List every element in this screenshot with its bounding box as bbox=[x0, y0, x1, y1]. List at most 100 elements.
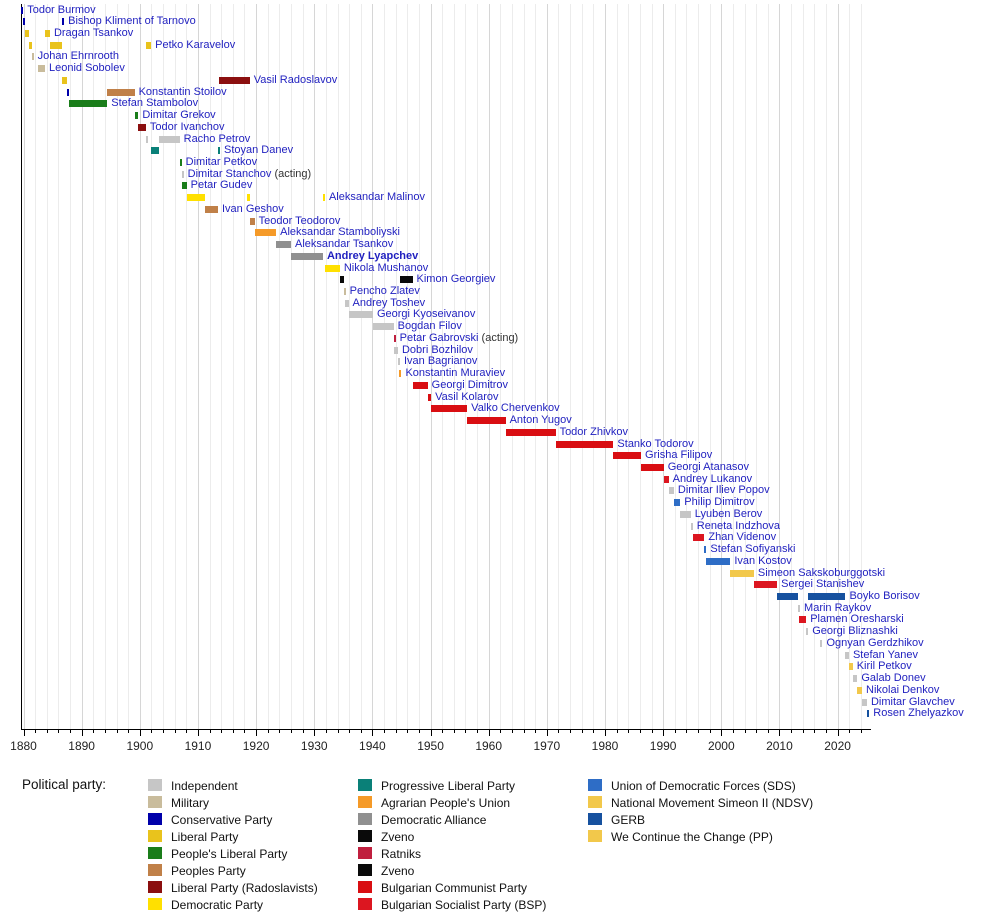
legend-label: Ratniks bbox=[381, 847, 422, 861]
gridline bbox=[767, 4, 769, 729]
axis-tick bbox=[430, 730, 432, 736]
pm-name-label[interactable]: Dobri Bozhilov bbox=[401, 343, 473, 356]
gridline bbox=[779, 4, 781, 729]
timeline-bar bbox=[31, 53, 34, 61]
pm-name-label[interactable]: Simeon Sakskoburggotski bbox=[757, 566, 886, 579]
pm-name-label[interactable]: Teodor Teodorov bbox=[258, 214, 341, 227]
pm-name-label[interactable]: Philip Dimitrov bbox=[684, 496, 755, 509]
pm-name-label[interactable]: Stoyan Danev bbox=[224, 144, 294, 157]
pm-name-label[interactable]: Aleksandar Stamboliyski bbox=[280, 226, 400, 239]
axis-tick bbox=[639, 730, 641, 733]
gridline bbox=[128, 4, 130, 729]
pm-name-label[interactable]: Sergei Stanishev bbox=[781, 578, 865, 591]
pm-name-label[interactable]: Rosen Zhelyazkov bbox=[873, 707, 964, 720]
pm-name-label[interactable]: Valko Chervenkov bbox=[471, 402, 560, 415]
pm-name-label[interactable]: Nikolai Denkov bbox=[866, 683, 940, 696]
gridline bbox=[186, 4, 188, 729]
axis-tick bbox=[663, 730, 665, 736]
pm-name-label[interactable]: Boyko Borisov bbox=[849, 590, 920, 602]
timeline-bar bbox=[182, 182, 187, 190]
pm-name-label[interactable]: Vasil Kolarov bbox=[435, 390, 499, 403]
axis-tick bbox=[698, 730, 700, 733]
pm-name-label[interactable]: Petar Gudev bbox=[190, 179, 253, 192]
pm-name-label[interactable]: Bishop Kliment of Tarnovo bbox=[68, 15, 196, 28]
timeline-bar bbox=[753, 581, 778, 589]
pm-name-label[interactable]: Grisha Filipov bbox=[645, 449, 713, 462]
pm-name-label[interactable]: Georgi Dimitrov bbox=[431, 378, 509, 391]
pm-name-label[interactable]: Petko Karavelov bbox=[155, 38, 236, 51]
legend-swatch bbox=[588, 830, 602, 842]
axis-year-label: 1910 bbox=[184, 739, 212, 753]
pm-name-label[interactable]: Georgi Atanasov bbox=[667, 460, 750, 473]
pm-name-label[interactable]: Ivan Geshov bbox=[222, 202, 284, 215]
pm-name-label[interactable]: Stefan Sofiyanski bbox=[710, 543, 796, 556]
timeline-bar bbox=[45, 29, 50, 37]
gridline bbox=[314, 4, 316, 729]
pm-name-label[interactable]: Stefan Stambolov bbox=[111, 97, 199, 110]
gridline bbox=[256, 4, 258, 729]
pm-name-label[interactable]: Todor Zhivkov bbox=[559, 425, 629, 438]
gridline bbox=[605, 4, 606, 729]
axis-tick bbox=[581, 730, 583, 733]
pm-name-label[interactable]: Dimitar Glavchev bbox=[870, 695, 955, 708]
pm-name-label[interactable]: Dragan Tsankov bbox=[53, 26, 134, 39]
pm-name-label[interactable]: Dimitar Grekov bbox=[142, 109, 216, 122]
pm-name-label[interactable]: Konstantin Muraviev bbox=[405, 367, 506, 380]
pm-name-label[interactable]: Anton Yugov bbox=[509, 414, 572, 427]
axis-tick bbox=[849, 730, 851, 733]
pm-name-label[interactable]: Dimitar Iliev Popov bbox=[677, 484, 770, 497]
axis-tick bbox=[453, 730, 455, 733]
pm-name-label[interactable]: Leonid Sobolev bbox=[49, 62, 125, 75]
axis-year-label: 1930 bbox=[300, 739, 328, 753]
pm-name-label[interactable]: Racho Petrov bbox=[183, 132, 251, 145]
axis-tick bbox=[267, 730, 269, 733]
pm-name-label[interactable]: Konstantin Stoilov bbox=[138, 85, 227, 98]
pm-name-label[interactable]: Galab Donev bbox=[861, 672, 926, 685]
pm-name-label[interactable]: Kiril Petkov bbox=[856, 660, 912, 673]
pm-name-label[interactable]: Ivan Kostov bbox=[734, 554, 792, 567]
pm-name-label[interactable]: Stanko Todorov bbox=[617, 437, 694, 450]
gridline bbox=[488, 4, 490, 729]
legend-label: National Movement Simeon II (NDSV) bbox=[611, 796, 814, 810]
pm-name-label[interactable]: Todor Burmov bbox=[27, 3, 96, 16]
axis-tick bbox=[535, 730, 537, 733]
pm-name-label[interactable]: Georgi Bliznashki bbox=[812, 625, 898, 638]
pm-name-label[interactable]: Georgi Kyoseivanov bbox=[376, 308, 476, 321]
pm-name-label[interactable]: Todor Ivanchov bbox=[149, 120, 225, 133]
axis-tick bbox=[605, 730, 606, 736]
pm-name-label[interactable]: Aleksandar Malinov bbox=[328, 191, 425, 204]
axis-tick bbox=[23, 730, 25, 736]
pm-name-label[interactable]: Dimitar Petkov bbox=[185, 155, 258, 168]
pm-name-label[interactable]: Plamen Oresharski bbox=[810, 613, 904, 626]
pm-name-label[interactable]: Zhan Videnov bbox=[708, 531, 777, 544]
pm-name-label[interactable]: Petar Gabrovski (acting) bbox=[399, 331, 519, 344]
pm-name-label[interactable]: Aleksandar Tsankov bbox=[294, 238, 394, 251]
pm-name-label[interactable]: Stefan Yanev bbox=[852, 648, 918, 661]
pm-name-label[interactable]: Kimon Georgiev bbox=[416, 273, 496, 286]
pm-name-label[interactable]: Marin Raykov bbox=[804, 601, 872, 614]
pm-name-label[interactable]: Reneta Indzhova bbox=[696, 519, 780, 532]
axis-tick bbox=[767, 730, 769, 733]
pm-name-label[interactable]: Andrey Lukanov bbox=[672, 472, 753, 485]
pm-name-label[interactable]: Ivan Bagrianov bbox=[403, 355, 478, 368]
axis-tick bbox=[128, 730, 130, 733]
gridline bbox=[174, 4, 176, 729]
axis-tick bbox=[337, 730, 339, 733]
pm-name-label[interactable]: Dimitar Stanchov (acting) bbox=[187, 167, 312, 180]
pm-name-label[interactable]: Pencho Zlatev bbox=[349, 285, 420, 298]
gridline bbox=[360, 4, 362, 729]
pm-name-label[interactable]: Andrey Toshev bbox=[352, 296, 426, 309]
pm-name-label[interactable]: Vasil Radoslavov bbox=[253, 73, 338, 86]
axis-tick bbox=[290, 730, 292, 733]
legend-label: Zveno bbox=[381, 830, 415, 844]
pm-name-label[interactable]: Nikola Mushanov bbox=[343, 261, 429, 274]
timeline-bar bbox=[820, 639, 823, 647]
pm-name-label[interactable]: Ognyan Gerdzhikov bbox=[826, 636, 924, 649]
axis-tick bbox=[372, 730, 374, 736]
pm-name-label[interactable]: Johan Ehrnrooth bbox=[37, 50, 119, 63]
timeline-bar bbox=[138, 123, 146, 131]
pm-name-label[interactable]: Bogdan Filov bbox=[397, 320, 462, 333]
legend-swatch bbox=[358, 898, 372, 910]
pm-name-label[interactable]: Lyuben Berov bbox=[694, 507, 763, 520]
pm-name-label[interactable]: Andrey Lyapchev bbox=[326, 249, 419, 262]
